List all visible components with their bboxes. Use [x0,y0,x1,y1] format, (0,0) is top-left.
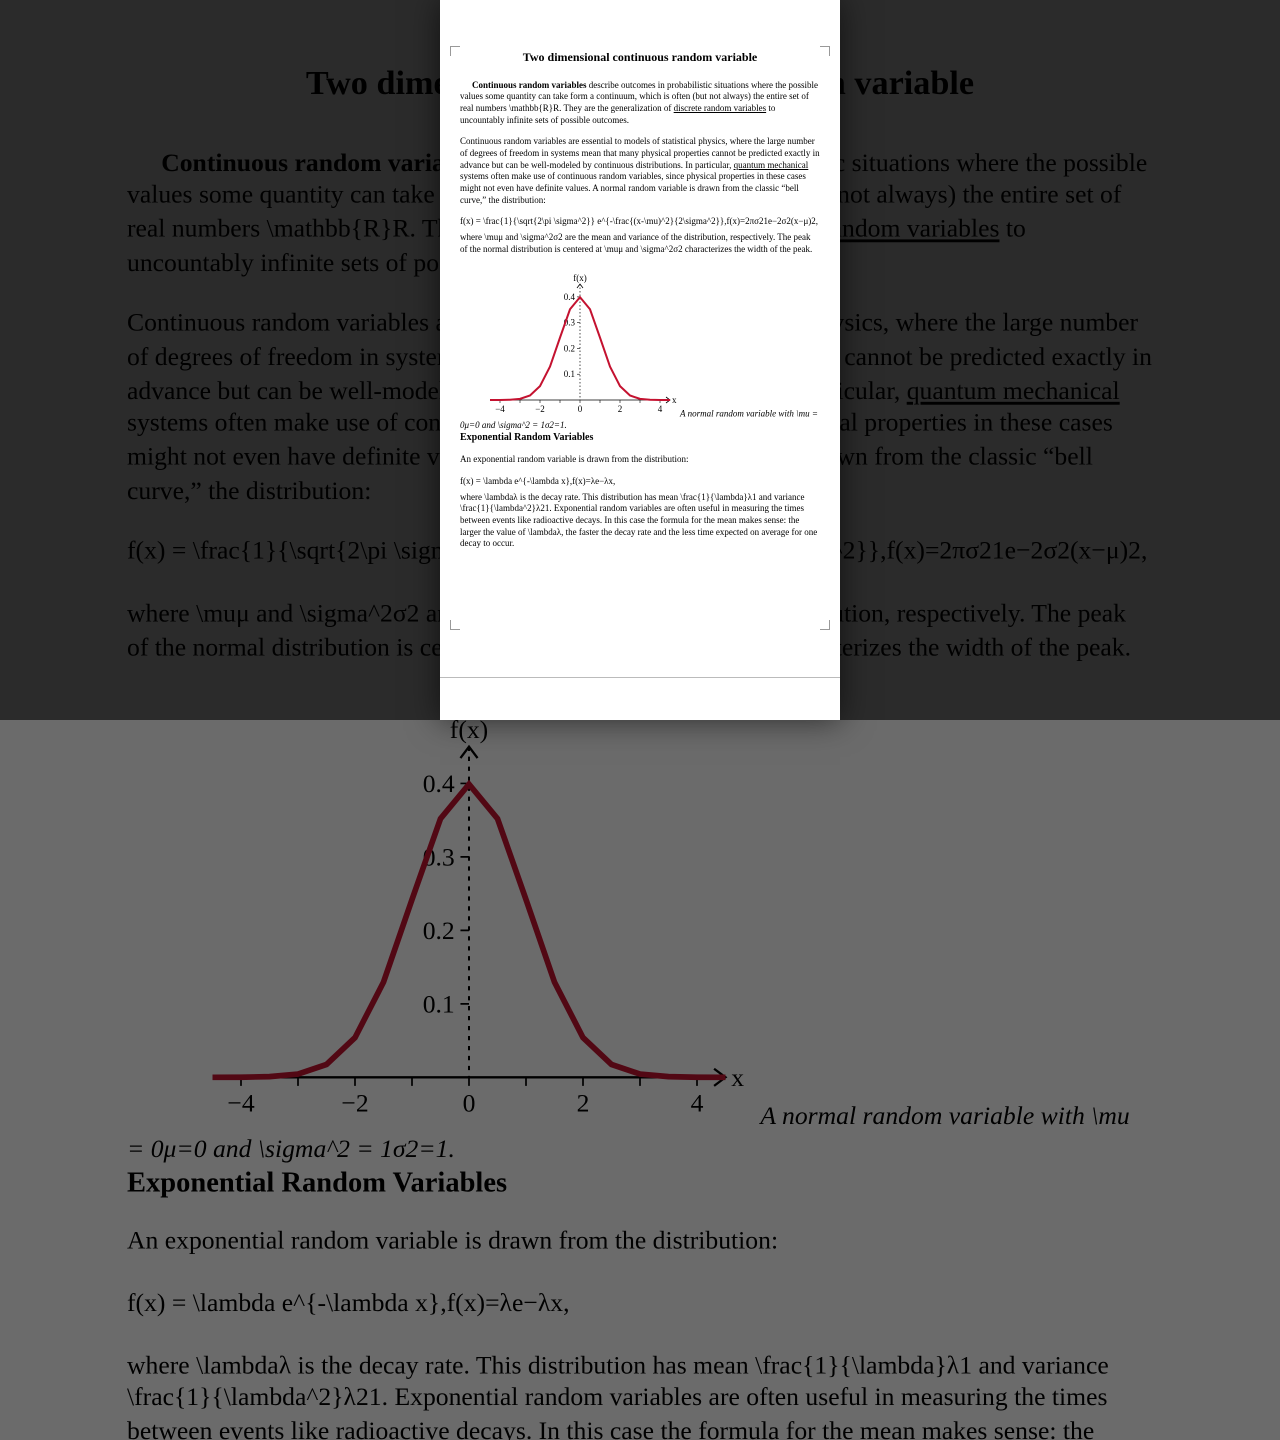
physics-body2: systems often make use of continuous ran… [460,171,806,204]
svg-text:−2: −2 [535,404,545,414]
chart-and-caption-row: −4−20240.10.20.30.4f(x)x A normal random… [460,266,820,432]
svg-text:4: 4 [691,1087,704,1116]
svg-text:0.1: 0.1 [564,369,575,379]
crop-mark-br [820,620,830,630]
svg-text:0.4: 0.4 [423,768,455,797]
normal-bell-curve-chart: −4−20240.10.20.30.4f(x)x [460,270,680,420]
svg-text:x: x [672,395,677,405]
subheading-exponential: Exponential Random Variables [460,431,820,444]
svg-text:0: 0 [463,1087,476,1116]
bg-subhead: Exponential Random Variables [127,1166,1153,1203]
svg-text:f(x): f(x) [573,273,587,283]
equation-normal-pdf: f(x) = \frac{1}{\sqrt{2\pi \sigma^2}} e^… [460,216,820,228]
svg-text:4: 4 [658,404,663,414]
bg-p5: where \lambdaλ is the decay rate. This d… [127,1350,1153,1440]
bg-p4: An exponential random variable is drawn … [127,1226,1153,1259]
crop-mark-bl [450,620,460,630]
lead-term: Continuous random variables [472,80,587,90]
svg-text:0.4: 0.4 [564,291,576,301]
bg-eq2: f(x) = \lambda e^{-\lambda x},f(x)=λe−λx… [127,1288,1153,1321]
svg-text:2: 2 [618,404,623,414]
page-title: Two dimensional continuous random variab… [460,50,820,66]
svg-text:0.2: 0.2 [423,915,455,944]
crop-mark-tl [450,46,460,56]
bg-chart: −4−20240.10.20.30.4f(x)x [127,705,754,1132]
crop-mark-tr [820,46,830,56]
svg-text:x: x [731,1062,744,1091]
paragraph-intro: Continuous random variables describe out… [460,80,820,127]
svg-text:−4: −4 [227,1087,254,1116]
link-quantum[interactable]: quantum mechanical [734,160,809,170]
svg-text:0.1: 0.1 [423,988,455,1017]
document-page: Two dimensional continuous random variab… [440,0,840,720]
equation-exponential-pdf: f(x) = \lambda e^{-\lambda x},f(x)=λe−λx… [460,476,820,488]
svg-text:−4: −4 [495,404,505,414]
paragraph-exponential-intro: An exponential random variable is drawn … [460,454,820,466]
paragraph-decay-rate: where \lambdaλ is the decay rate. This d… [460,492,820,550]
page-bottom-rule [440,677,840,678]
svg-text:2: 2 [577,1087,590,1116]
paragraph-mean-variance: where \muμ and \sigma^2σ2 are the mean a… [460,232,820,255]
link-discrete-rv[interactable]: discrete random variables [674,103,766,113]
svg-text:0.2: 0.2 [564,343,575,353]
svg-text:−2: −2 [341,1087,368,1116]
svg-text:0: 0 [578,404,583,414]
paragraph-physics: Continuous random variables are essentia… [460,136,820,206]
